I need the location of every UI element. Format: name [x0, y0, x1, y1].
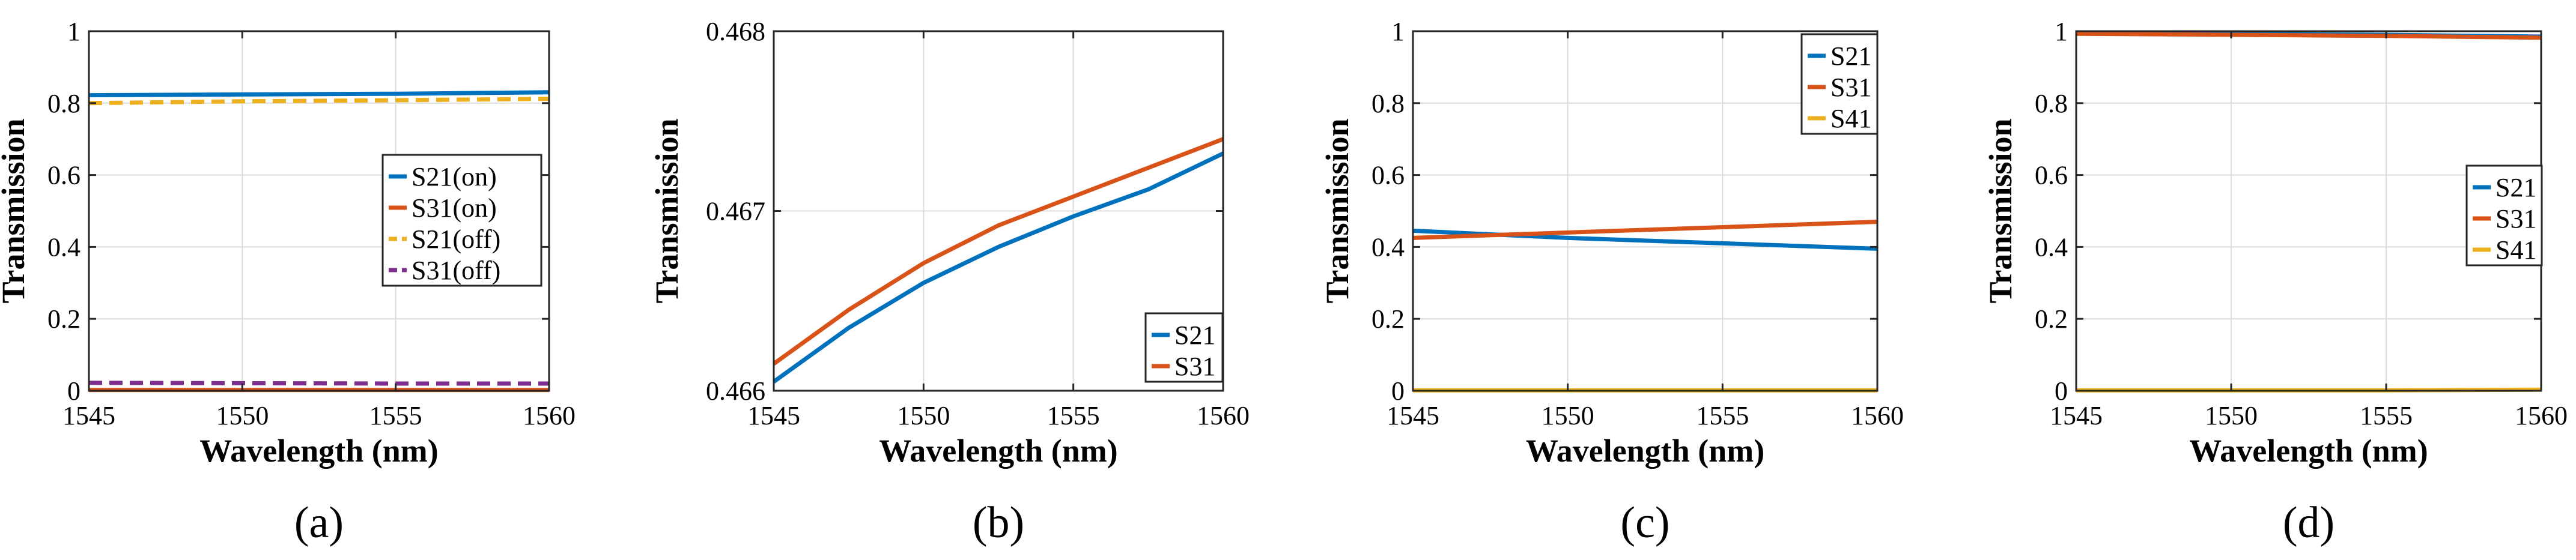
legend-entry: S31	[1830, 73, 1871, 102]
y-axis-label: Transmission	[1982, 118, 2019, 303]
series-line-s31	[772, 137, 1224, 366]
y-tick-label: 0	[2055, 376, 2068, 406]
axes-box	[88, 30, 550, 392]
legend-entry: S31(off)	[412, 256, 500, 285]
x-tick-label: 1555	[1696, 401, 1749, 430]
x-tick-label: 1550	[216, 401, 269, 430]
y-tick-label: 1	[67, 17, 80, 46]
legend-entry: S21	[1174, 321, 1215, 350]
chart-panel-3: 1545 1550 1555 1560 0 0.2 0.4 0.6 0.8 1 Wavelength…	[1319, 17, 1904, 547]
series-line-s21	[772, 151, 1224, 384]
x-axis-label: Wavelength (nm)	[1526, 433, 1765, 469]
series-line-s21-off	[88, 97, 550, 106]
x-tick-label: 1545	[1387, 401, 1439, 430]
legend-entry: S21	[1830, 41, 1871, 71]
y-tick-label: 0.6	[47, 161, 80, 190]
y-tick-label: 1	[1391, 17, 1405, 46]
x-tick-label: 1560	[1851, 401, 1904, 430]
x-tick-label: 1555	[369, 401, 422, 430]
x-tick-label: 1560	[523, 401, 576, 430]
legend: S21(on)S31(on)S21(off)S31(off)	[381, 154, 542, 287]
x-tick-label: 1560	[2515, 401, 2568, 430]
legend-entry: S31	[1174, 352, 1215, 381]
legend-box	[1800, 33, 1879, 135]
y-tick-label: 0.467	[706, 197, 765, 226]
panel-label: (c)	[1620, 498, 1669, 547]
y-axis-label: Transmission	[649, 118, 685, 303]
x-tick-label: 1550	[1542, 401, 1594, 430]
x-axis-label: Wavelength (nm)	[879, 433, 1118, 469]
x-axis-label: Wavelength (nm)	[199, 433, 439, 469]
legend-box	[381, 154, 542, 287]
y-tick-label: 1	[2055, 17, 2068, 46]
legend-entry: S21(on)	[412, 162, 497, 191]
panel-label: (a)	[294, 498, 344, 547]
legend-entry: S31	[2496, 204, 2536, 233]
x-tick-label: 1560	[1197, 401, 1250, 430]
series-line-s31	[2076, 31, 2542, 40]
series-line-s31	[1412, 220, 1878, 240]
legend-entry: S21	[2496, 173, 2536, 202]
x-tick-label: 1545	[62, 401, 115, 430]
y-tick-label: 0.2	[47, 304, 80, 334]
y-axis-label: Transmission	[0, 118, 31, 303]
legend-entry: S31(on)	[412, 193, 497, 223]
y-axis-label: Transmission	[1319, 118, 1355, 303]
y-tick-label: 0.466	[706, 376, 765, 406]
x-tick-label: 1545	[2050, 401, 2103, 430]
chart-panel-1: 1545 1550 1555 1560 0 0.2 0.4 0.6 0.8 1 Wavelength…	[0, 17, 576, 547]
y-tick-label: 0	[1391, 376, 1405, 406]
x-tick-label: 1555	[1047, 401, 1100, 430]
chart-panel-4: 1545 1550 1555 1560 0 0.2 0.4 0.6 0.8 1 Wavelength…	[1982, 17, 2568, 547]
series-line-s31-off	[88, 381, 549, 386]
x-axis-label: Wavelength (nm)	[2189, 433, 2428, 469]
legend-box	[1144, 312, 1224, 383]
y-tick-label: 0.8	[47, 89, 80, 118]
x-tick-label: 1550	[897, 401, 950, 430]
x-tick-label: 1550	[2205, 401, 2258, 430]
chart-panel-2: 1545 1550 1555 1560 0.466 0.467 0.468 Wavelengt…	[649, 17, 1250, 547]
x-tick-label: 1545	[747, 401, 800, 430]
y-tick-label: 0.6	[2035, 161, 2068, 190]
legend-entry: S41	[2496, 235, 2536, 265]
legend-entry: S21(off)	[412, 224, 500, 254]
y-tick-label: 0	[67, 376, 80, 406]
y-tick-label: 0.6	[1372, 161, 1405, 190]
y-tick-label: 0.8	[2035, 89, 2068, 118]
y-tick-label: 0.8	[1372, 89, 1405, 118]
y-tick-label: 0.2	[2035, 304, 2068, 334]
panel-label: (d)	[2283, 498, 2334, 547]
y-tick-label: 0.468	[706, 17, 765, 46]
y-tick-label: 0.4	[1372, 232, 1405, 262]
panel-label: (b)	[973, 498, 1024, 547]
axes-box	[1412, 30, 1879, 392]
y-tick-label: 0.2	[1372, 304, 1405, 334]
legend-entry: S41	[1830, 104, 1871, 133]
y-tick-label: 0.4	[2035, 232, 2068, 262]
series-line-s21-on	[88, 90, 550, 98]
x-tick-label: 1555	[2360, 401, 2413, 430]
y-tick-label: 0.4	[47, 232, 80, 262]
